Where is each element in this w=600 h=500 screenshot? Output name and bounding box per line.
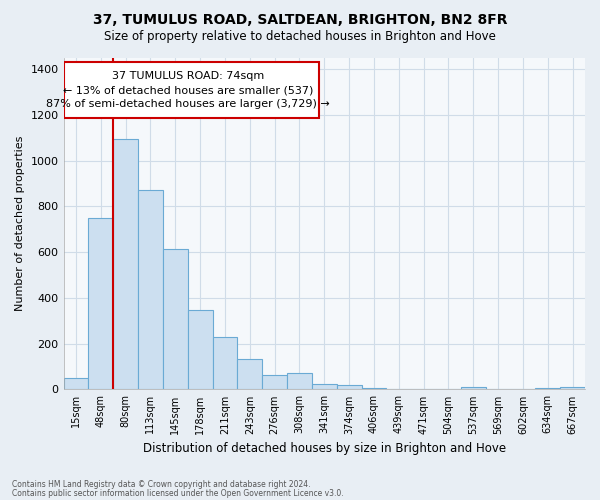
Y-axis label: Number of detached properties: Number of detached properties <box>15 136 25 311</box>
Bar <box>461 387 485 390</box>
Text: Size of property relative to detached houses in Brighton and Hove: Size of property relative to detached ho… <box>104 30 496 43</box>
Bar <box>337 386 362 390</box>
Bar <box>560 386 585 390</box>
Bar <box>535 388 560 390</box>
Bar <box>113 139 138 390</box>
Bar <box>287 373 312 390</box>
Bar <box>88 218 113 390</box>
Text: 37 TUMULUS ROAD: 74sqm
← 13% of detached houses are smaller (537)
87% of semi-de: 37 TUMULUS ROAD: 74sqm ← 13% of detached… <box>46 71 329 109</box>
Bar <box>163 248 188 390</box>
Text: Contains HM Land Registry data © Crown copyright and database right 2024.: Contains HM Land Registry data © Crown c… <box>12 480 311 489</box>
Bar <box>64 378 88 390</box>
Bar <box>238 359 262 390</box>
Bar <box>212 337 238 390</box>
X-axis label: Distribution of detached houses by size in Brighton and Hove: Distribution of detached houses by size … <box>143 442 506 455</box>
Text: 37, TUMULUS ROAD, SALTDEAN, BRIGHTON, BN2 8FR: 37, TUMULUS ROAD, SALTDEAN, BRIGHTON, BN… <box>93 12 507 26</box>
Bar <box>312 384 337 390</box>
Bar <box>188 310 212 390</box>
Bar <box>262 374 287 390</box>
Bar <box>362 388 386 390</box>
Text: Contains public sector information licensed under the Open Government Licence v3: Contains public sector information licen… <box>12 488 344 498</box>
Bar <box>138 190 163 390</box>
FancyBboxPatch shape <box>64 62 319 118</box>
